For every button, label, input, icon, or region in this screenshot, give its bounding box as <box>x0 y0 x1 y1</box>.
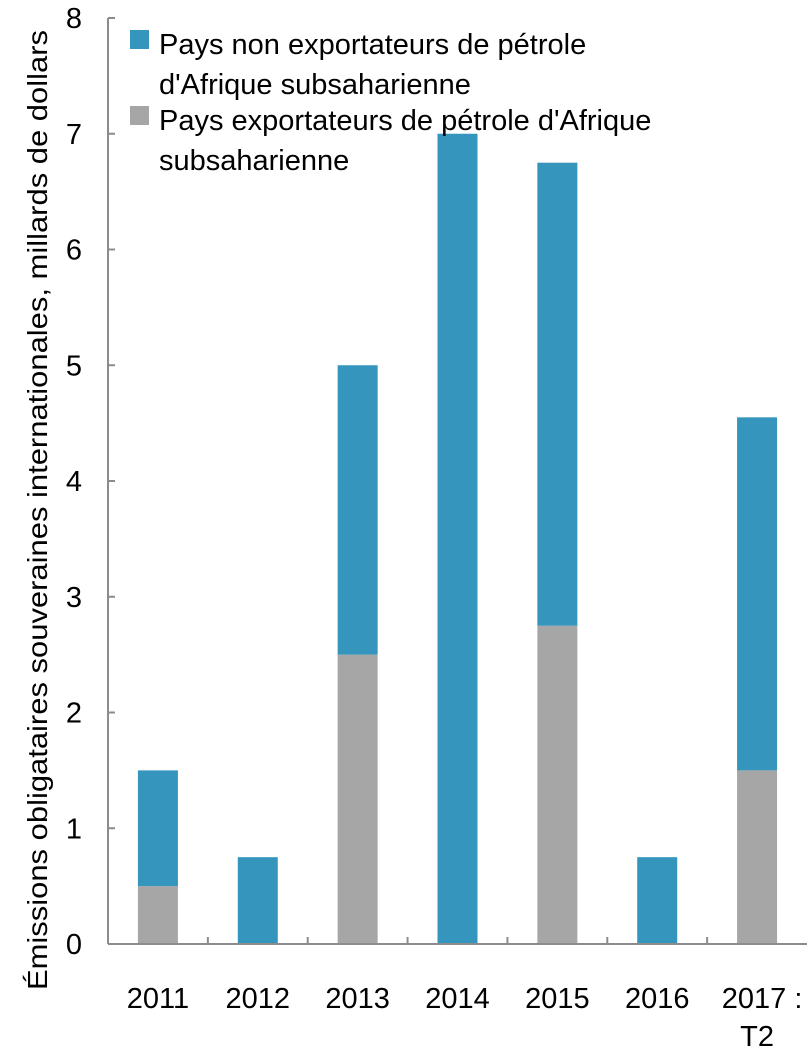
y-tick-label: 8 <box>66 3 82 35</box>
y-tick-label: 0 <box>66 929 82 961</box>
legend-label: Pays non exportateurs de pétrole <box>159 29 586 61</box>
y-tick-label: 5 <box>66 350 82 382</box>
bar-2011-series-1 <box>137 770 178 887</box>
legend-label: subsaharienne <box>159 145 349 177</box>
y-tick-label: 4 <box>66 466 82 498</box>
x-tick-label: 2016 <box>625 983 690 1015</box>
x-tick-label: 2014 <box>425 983 490 1015</box>
y-tick-label: 7 <box>66 119 82 151</box>
y-tick-label: 1 <box>66 813 82 845</box>
x-tick-label: 2015 <box>525 983 590 1015</box>
bar-2014-series-1 <box>437 133 478 944</box>
legend-swatch <box>130 30 149 49</box>
y-axis-title-group: Émissions obligataires souveraines inter… <box>22 30 53 990</box>
legend-label: Pays exportateurs de pétrole d'Afrique <box>159 105 651 137</box>
bars-layer <box>137 133 778 944</box>
y-axis-title: Émissions obligataires souveraines inter… <box>22 30 53 990</box>
x-tick-label: T2 <box>740 1021 774 1051</box>
x-tick-label: 2012 <box>226 983 291 1015</box>
bar-2011-series-0 <box>137 886 178 944</box>
x-tick-label: 2013 <box>325 983 390 1015</box>
bar-2012-series-1 <box>237 857 278 944</box>
legend-swatch <box>130 106 149 125</box>
bar-2015-series-1 <box>537 162 578 626</box>
legend: Pays non exportateurs de pétrole d'Afriqu… <box>130 29 651 177</box>
x-tick-label: 2017 : <box>722 983 803 1015</box>
bar-2017-T2-series-0 <box>737 770 778 944</box>
y-tick-label: 6 <box>66 235 82 267</box>
y-tick-label: 3 <box>66 582 82 614</box>
axes-layer: 0 1 2 3 4 5 6 7 8 2011 2012 2013 2014 2015 2016 2017 : T… <box>66 3 807 1051</box>
bar-2016-series-1 <box>637 857 678 944</box>
y-tick-label: 2 <box>66 698 82 730</box>
bar-2013-series-1 <box>337 365 378 655</box>
bar-2013-series-0 <box>337 654 378 944</box>
bar-2015-series-0 <box>537 625 578 944</box>
bar-2017-T2-series-1 <box>737 417 778 771</box>
x-tick-label: 2011 <box>127 983 189 1015</box>
legend-label: d'Afrique subsaharienne <box>159 69 471 101</box>
